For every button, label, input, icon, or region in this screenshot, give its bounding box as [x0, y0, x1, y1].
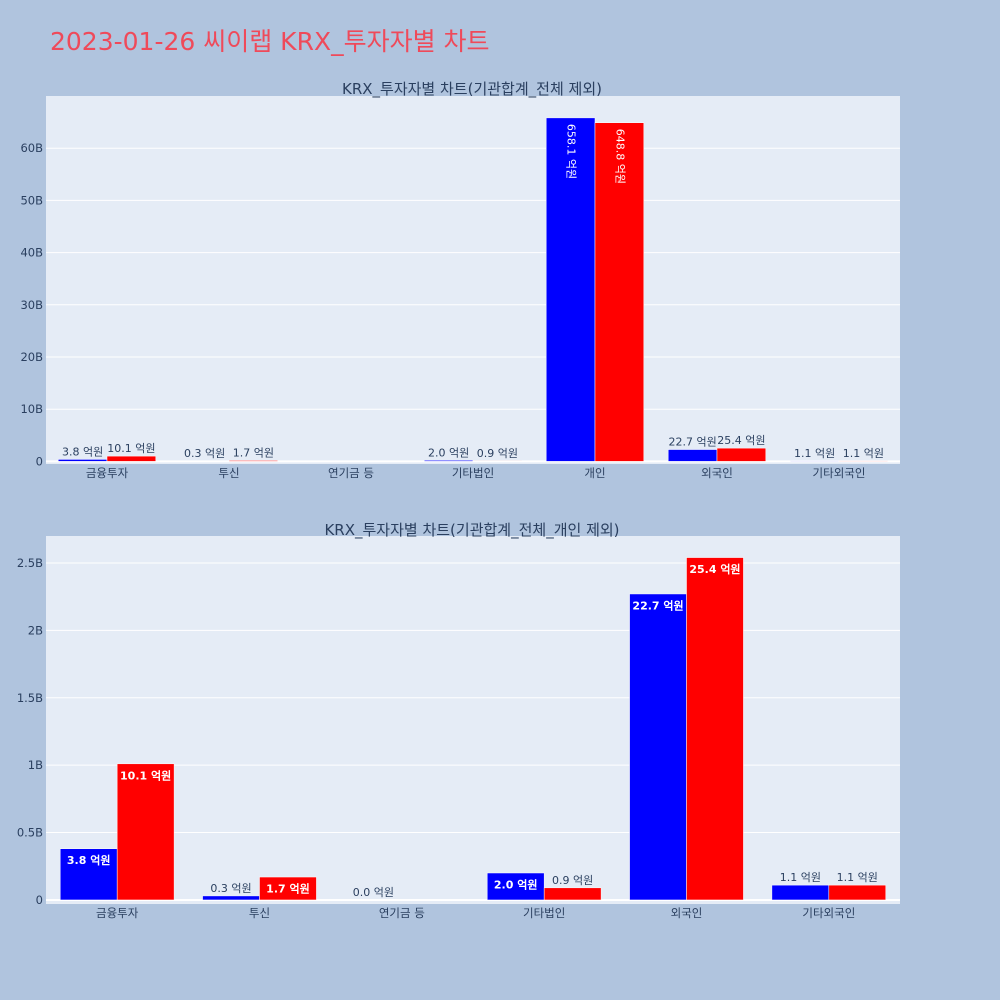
- bar: [59, 848, 118, 901]
- bar-value-label: 0.9 억원: [477, 447, 518, 460]
- bar-value-label: 25.4 억원: [689, 562, 740, 576]
- plot-area: [46, 536, 900, 904]
- bar-value-label: 1.1 억원: [780, 871, 821, 884]
- x-tick-label: 연기금 등: [328, 466, 374, 480]
- bar: [228, 460, 279, 462]
- y-tick-label: 2B: [28, 623, 43, 637]
- y-tick-label: 0.5B: [17, 826, 43, 840]
- bar: [594, 122, 645, 462]
- bar-value-label: 648.8 억원: [613, 129, 626, 184]
- bar-value-label: 2.0 억원: [428, 446, 469, 459]
- bar: [545, 117, 596, 462]
- bar-value-label: 25.4 억원: [717, 434, 765, 447]
- bar-value-label: 1.1 억원: [843, 447, 884, 460]
- y-tick-label: 1B: [28, 758, 43, 772]
- y-tick-label: 1.5B: [17, 691, 43, 705]
- x-tick-label: 외국인: [701, 466, 733, 480]
- bar-value-label: 1.7 억원: [266, 882, 310, 896]
- x-tick-label: 투신: [249, 906, 270, 920]
- bar: [486, 872, 545, 901]
- bar: [543, 887, 602, 901]
- chart-title: KRX_투자자별 차트(기관합계_전체_개인 제외): [324, 521, 619, 540]
- bar-value-label: 0.3 억원: [210, 882, 251, 895]
- bar-value-label: 3.8 억원: [67, 853, 111, 867]
- bar: [838, 460, 889, 462]
- y-tick-label: 30B: [20, 298, 43, 312]
- bar-value-label: 0.9 억원: [552, 874, 593, 887]
- bar: [202, 895, 260, 901]
- bar-value-label: 10.1 억원: [120, 768, 171, 782]
- chart-title: KRX_투자자별 차트(기관합계_전체 제외): [342, 80, 602, 99]
- plot-area: [46, 96, 900, 464]
- page-title: 2023-01-26 씨이랩 KRX_투자자별 차트: [50, 27, 490, 56]
- x-tick-label: 기타법인: [523, 906, 565, 920]
- y-tick-label: 50B: [20, 193, 43, 207]
- x-tick-label: 금융투자: [96, 906, 139, 920]
- bar: [667, 449, 718, 462]
- bar-value-label: 1.1 억원: [837, 871, 878, 884]
- y-tick-label: 0: [36, 454, 43, 468]
- chart-2: 0 0.5B 1B 1.5B 2B 2.5B KRX_투자자별 차트(기관합계_전체_개인 …: [17, 521, 900, 920]
- chart-1: 0 10B 20B 30B 40B 50B 60B KRX_투자자별 차트(기관합계_전체 제…: [20, 80, 900, 480]
- y-tick-label: 2.5B: [17, 556, 43, 570]
- bar-value-label: 2.0 억원: [494, 877, 538, 891]
- y-tick-label: 0: [36, 893, 43, 907]
- bar-value-label: 3.8 억원: [62, 445, 103, 458]
- x-tick-label: 투신: [218, 466, 239, 480]
- bar-value-label: 10.1 억원: [107, 442, 155, 455]
- bar: [686, 557, 744, 901]
- bar: [57, 459, 108, 462]
- bar-value-label: 658.1 억원: [565, 124, 578, 179]
- bar-value-label: 1.7 억원: [233, 447, 274, 460]
- bar: [259, 876, 317, 901]
- bar-value-label: 0.0 억원: [353, 886, 394, 899]
- bar: [116, 763, 175, 901]
- x-tick-label: 외국인: [671, 906, 703, 920]
- bar: [828, 884, 887, 901]
- bar-value-label: 22.7 억원: [632, 598, 683, 612]
- x-tick-label: 연기금 등: [379, 906, 425, 920]
- bar-value-label: 0.3 억원: [184, 447, 225, 460]
- y-tick-label: 20B: [20, 350, 43, 364]
- bar-value-label: 1.1 억원: [794, 447, 835, 460]
- y-tick-label: 10B: [20, 402, 43, 416]
- x-tick-label: 기타법인: [452, 466, 494, 480]
- bar: [629, 593, 687, 901]
- bar: [771, 884, 830, 901]
- bar: [423, 460, 474, 462]
- bar: [789, 460, 840, 462]
- x-tick-label: 기타외국인: [813, 466, 866, 480]
- bar: [716, 447, 767, 462]
- bar-value-label: 22.7 억원: [668, 436, 716, 449]
- x-tick-label: 금융투자: [86, 466, 129, 480]
- x-tick-label: 개인: [584, 466, 605, 480]
- y-tick-label: 40B: [20, 246, 43, 260]
- bar: [106, 455, 157, 462]
- y-tick-label: 60B: [20, 141, 43, 155]
- x-tick-label: 기타외국인: [802, 906, 855, 920]
